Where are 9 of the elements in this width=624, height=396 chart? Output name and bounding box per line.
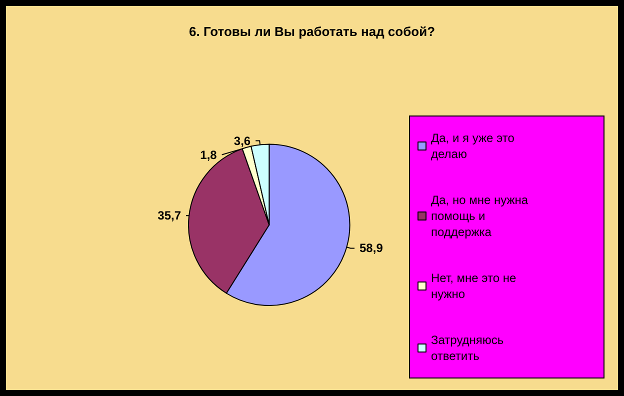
chart-title: 6. Готовы ли Вы работать над собой? xyxy=(188,24,436,39)
legend-label: Затрудняюсь ответить xyxy=(431,333,508,363)
data-label: 3,6 xyxy=(234,134,251,148)
data-label: 1,8 xyxy=(200,148,218,162)
legend-label: Да, но мне нужна помощь и поддержка xyxy=(431,193,532,239)
legend-label: Да, и я уже это делаю xyxy=(431,131,518,161)
data-label: 58,9 xyxy=(360,241,384,256)
legend-label: Нет, мне это не нужно xyxy=(431,271,520,301)
data-label: 35,7 xyxy=(158,208,182,223)
